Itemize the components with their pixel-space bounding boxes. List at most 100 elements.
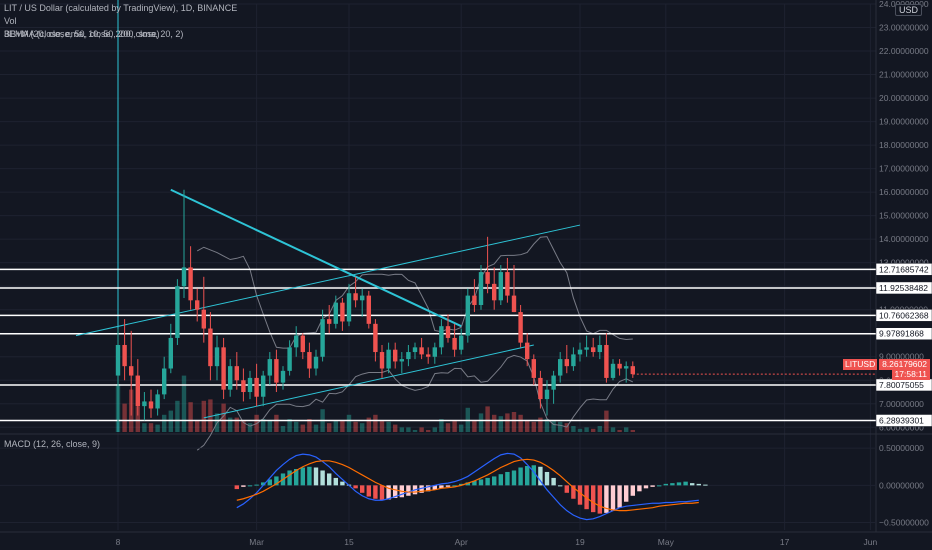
- y-tick-label: 21.00000000: [879, 70, 929, 80]
- candle-body: [478, 272, 484, 306]
- volume-bar: [597, 426, 602, 432]
- currency-button[interactable]: USD: [894, 4, 922, 16]
- macd-histogram-bar: [426, 485, 431, 492]
- macd-histogram-bar: [551, 477, 556, 486]
- volume-bar: [525, 420, 530, 432]
- candle-body: [379, 352, 385, 369]
- candle-body: [261, 375, 266, 397]
- candle-body: [287, 347, 292, 371]
- candle-body: [419, 347, 424, 355]
- candle-body: [597, 344, 602, 353]
- volume-bar: [122, 403, 127, 432]
- candle-body: [175, 286, 180, 338]
- candle-body: [426, 354, 431, 357]
- last-price-tag: 8.26179602: [879, 359, 930, 370]
- volume-bar: [604, 410, 609, 432]
- candle-body: [558, 359, 563, 376]
- candle-body: [274, 359, 279, 383]
- candle-body: [340, 302, 345, 322]
- candle-body: [221, 347, 226, 390]
- macd-histogram-bar: [465, 482, 470, 486]
- macd-legend[interactable]: MACD (12, 26, close, 9): [4, 439, 101, 449]
- level-price-label: 11.92538482: [879, 283, 928, 293]
- bbma-legend[interactable]: BB+MA (close, ema, 10, 50, 200, sma, 20,…: [4, 29, 184, 39]
- volume-bar: [584, 427, 589, 432]
- volume-bar: [300, 424, 305, 432]
- macd-histogram-bar: [373, 485, 378, 499]
- volume-bar: [228, 417, 233, 432]
- volume-bar: [445, 423, 451, 432]
- level-price-tag: [875, 414, 932, 427]
- candle-body: [630, 366, 635, 375]
- y-tick-label: 16.00000000: [879, 187, 929, 197]
- candle-body: [577, 349, 583, 355]
- macd-histogram-bar: [485, 477, 490, 486]
- ema3-legend[interactable]: 3EMA (20, close, 50, close, 200, close): [4, 29, 160, 39]
- macd-histogram-bar: [690, 483, 695, 486]
- volume-bar: [162, 414, 167, 432]
- macd-histogram-bar: [274, 476, 279, 486]
- y-tick-label: 9.00000000: [879, 352, 924, 362]
- volume-bar: [544, 419, 550, 432]
- volume-bar: [379, 420, 385, 432]
- volume-bar: [591, 428, 596, 432]
- candle-body: [472, 295, 477, 306]
- macd-histogram-bar: [393, 485, 398, 499]
- macd-histogram-bar: [445, 485, 451, 487]
- bb-lower-band: [196, 354, 634, 451]
- x-tick-label: Apr: [455, 537, 468, 547]
- candle-body: [254, 377, 259, 397]
- macd-histogram-bar: [696, 483, 701, 486]
- macd-histogram-bar: [683, 481, 688, 486]
- volume-bar: [181, 375, 187, 432]
- candle-body: [617, 363, 622, 369]
- volume-bar: [340, 420, 345, 432]
- volume-bar: [564, 423, 569, 432]
- volume-bar: [261, 419, 266, 432]
- volume-bar: [439, 419, 444, 432]
- channel-lower-line[interactable]: [203, 344, 534, 419]
- channel-upper-line[interactable]: [75, 224, 581, 337]
- candle-body: [511, 295, 517, 313]
- macd-histogram-bar: [472, 480, 477, 486]
- bb-upper-band: [196, 236, 633, 349]
- volume-bar: [155, 424, 160, 432]
- volume-legend[interactable]: Vol: [4, 16, 17, 26]
- volume-bar: [610, 427, 616, 432]
- macd-histogram-bar: [386, 485, 391, 500]
- macd-histogram-bar: [241, 485, 246, 487]
- descending-trendline[interactable]: [170, 188, 462, 328]
- candle-body: [432, 347, 437, 357]
- x-tick-label: 19: [575, 537, 585, 547]
- volume-bar: [492, 414, 497, 432]
- macd-histogram-bar: [703, 484, 708, 486]
- volume-bar: [472, 420, 477, 432]
- candle-body: [195, 300, 200, 310]
- main-series-legend[interactable]: LIT / US Dollar (calculated by TradingVi…: [4, 3, 238, 13]
- macd-histogram-bar: [610, 485, 616, 511]
- macd-y-tick-label: −0.50000000: [879, 518, 929, 528]
- candle-body: [327, 319, 332, 324]
- x-tick-label: 8: [116, 537, 121, 547]
- volume-bar: [294, 421, 299, 432]
- macd-histogram-bar: [300, 467, 305, 486]
- volume-bar: [399, 427, 404, 432]
- candle-body: [544, 389, 550, 400]
- candle-body: [122, 344, 127, 367]
- macd-histogram-bar: [478, 479, 484, 486]
- macd-histogram-bar: [320, 470, 325, 486]
- volume-bar: [353, 421, 358, 432]
- macd-y-tick-label: 0.00000000: [879, 480, 924, 490]
- macd-histogram-bar: [267, 479, 272, 486]
- candle-body: [307, 352, 312, 369]
- volume-bar: [313, 424, 319, 432]
- volume-bar: [168, 410, 173, 432]
- candle-body: [584, 347, 589, 350]
- volume-bar: [511, 412, 517, 432]
- macd-histogram-bar: [637, 485, 642, 492]
- volume-bar: [307, 419, 312, 432]
- macd-histogram-bar: [459, 483, 464, 486]
